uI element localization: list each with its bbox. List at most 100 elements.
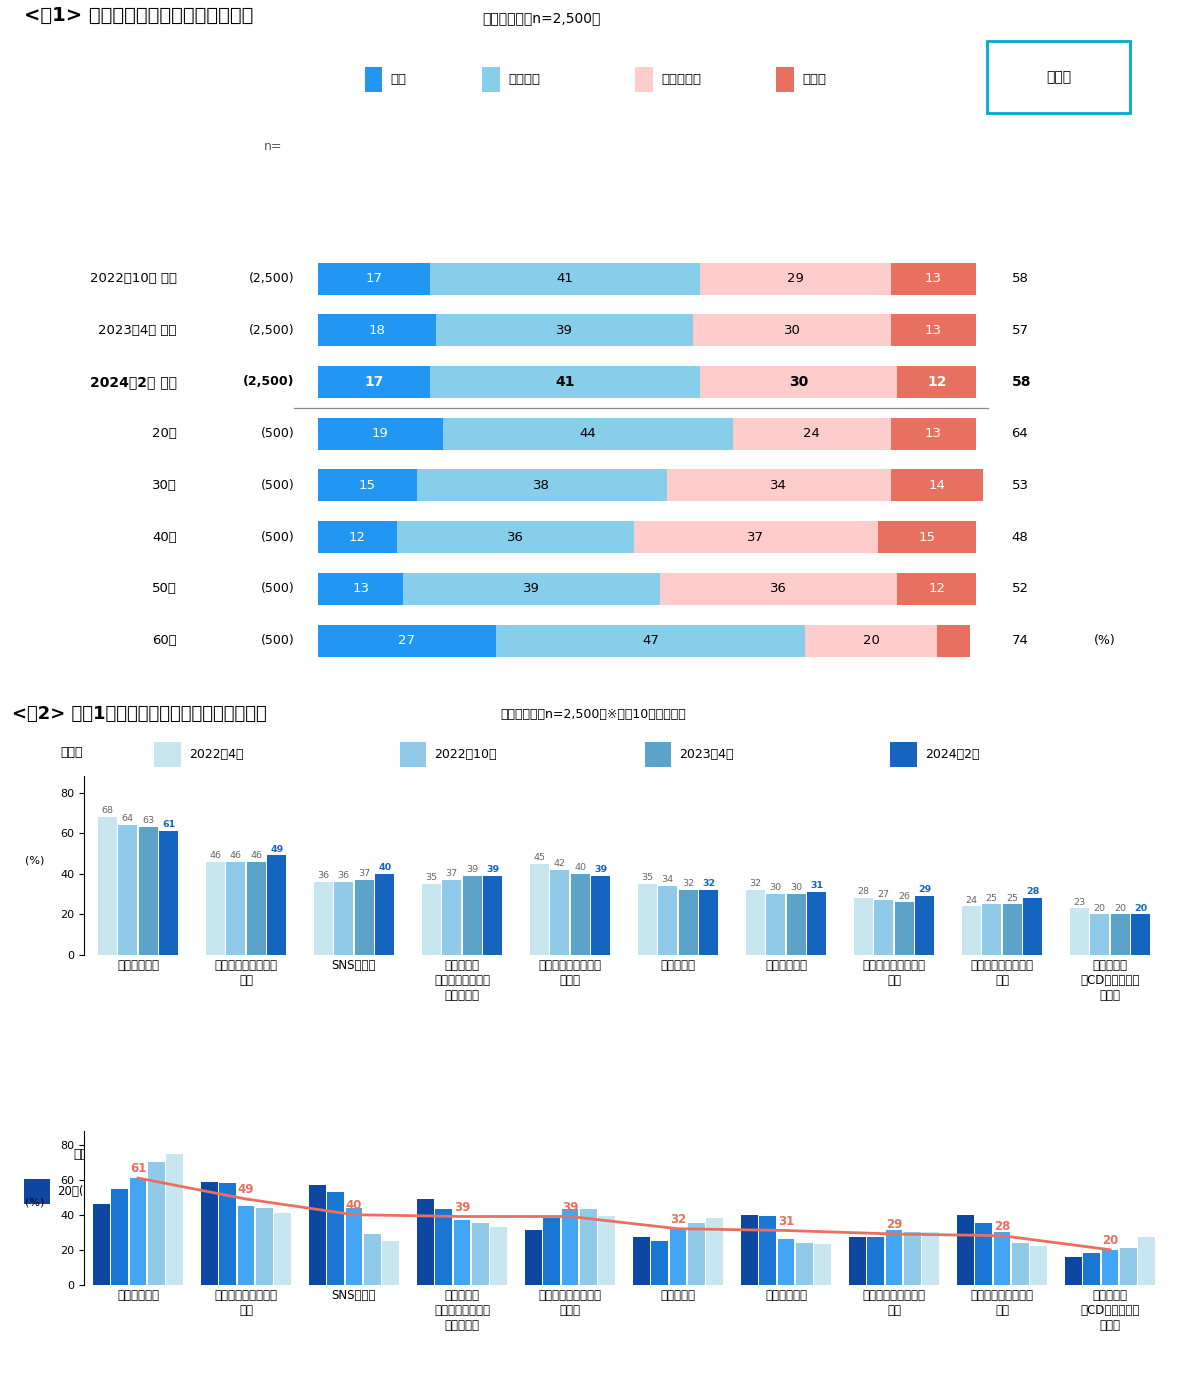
Bar — [581, 1179, 607, 1204]
Text: 13: 13 — [925, 272, 942, 284]
Bar — [1064, 1257, 1081, 1285]
Bar — [890, 262, 977, 294]
Text: 音楽を聴く
（CD、レコード
など）: 音楽を聴く （CD、レコード など） — [1080, 959, 1140, 1002]
Text: 2023年4月 全体: 2023年4月 全体 — [98, 324, 176, 337]
Text: 28: 28 — [994, 1220, 1010, 1232]
Text: 14: 14 — [929, 480, 946, 492]
Bar — [1084, 1253, 1100, 1285]
Bar — [700, 890, 719, 955]
Bar — [247, 861, 265, 955]
Text: 40代: 40代 — [152, 530, 176, 544]
Bar — [895, 903, 913, 955]
Text: 31: 31 — [810, 881, 823, 890]
Bar — [890, 418, 977, 449]
Text: (2,500): (2,500) — [242, 375, 294, 389]
Bar — [318, 573, 403, 605]
Bar — [923, 1232, 940, 1285]
Bar — [707, 1219, 724, 1285]
Text: （複数回答：n=2,500）※上位10項目を抜粋: （複数回答：n=2,500）※上位10項目を抜粋 — [500, 708, 685, 721]
Bar — [383, 1241, 400, 1285]
Text: 61: 61 — [130, 1162, 146, 1175]
Text: 63: 63 — [142, 816, 155, 826]
Text: 60代: 60代 — [152, 633, 176, 647]
Text: 32: 32 — [670, 1213, 686, 1226]
Text: <図1> 普段の生活で自由に使える時間: <図1> 普段の生活で自由に使える時間 — [24, 5, 253, 25]
Bar — [491, 1227, 508, 1285]
Text: 30: 30 — [788, 375, 808, 389]
Bar — [890, 315, 977, 346]
Bar — [956, 1215, 973, 1285]
Text: 39: 39 — [486, 866, 499, 874]
Text: 13: 13 — [925, 324, 942, 337]
Bar — [961, 907, 980, 955]
Text: 61: 61 — [162, 820, 175, 830]
Bar — [318, 521, 397, 554]
Text: 30代(n=500): 30代(n=500) — [242, 1184, 313, 1198]
Bar — [994, 1232, 1010, 1285]
Bar — [395, 1179, 421, 1204]
Bar — [660, 573, 898, 605]
Bar — [1132, 914, 1151, 955]
Text: 39: 39 — [454, 1201, 470, 1213]
Text: 年代別／2024年2月結果: 年代別／2024年2月結果 — [73, 1147, 173, 1161]
Text: ゲームをする: ゲームをする — [766, 1289, 808, 1303]
Bar — [397, 521, 634, 554]
Bar — [808, 892, 827, 955]
Bar — [130, 1178, 146, 1285]
Text: 13: 13 — [352, 583, 370, 595]
Bar — [436, 1209, 452, 1285]
Text: 37: 37 — [358, 870, 371, 878]
Bar — [694, 315, 890, 346]
Text: 29: 29 — [787, 272, 804, 284]
Text: ネットショッピング
をする: ネットショッピング をする — [539, 1289, 601, 1318]
Text: 20代: 20代 — [151, 427, 176, 440]
Bar — [313, 882, 332, 955]
Text: （単一回答：n=2,500）: （単一回答：n=2,500） — [482, 11, 601, 25]
Text: 多い: 多い — [391, 73, 407, 87]
Bar — [210, 1179, 235, 1204]
Text: 全体(n=2,500): 全体(n=2,500) — [985, 1184, 1060, 1198]
Text: 41: 41 — [557, 272, 574, 284]
Text: 46: 46 — [209, 851, 221, 860]
Bar — [484, 875, 503, 955]
Text: (500): (500) — [260, 633, 294, 647]
Text: 13: 13 — [925, 427, 942, 440]
Text: 23: 23 — [1073, 897, 1085, 907]
Text: 30代: 30代 — [151, 480, 176, 492]
Bar — [805, 625, 937, 657]
Text: SNSをする: SNSをする — [331, 959, 377, 971]
Bar — [1031, 1246, 1048, 1285]
Bar — [1069, 908, 1088, 955]
Text: 24: 24 — [803, 427, 820, 440]
Text: 64: 64 — [121, 815, 133, 823]
Text: 32: 32 — [702, 879, 715, 889]
Text: 57: 57 — [1012, 324, 1028, 337]
Bar — [1003, 904, 1021, 955]
Bar — [482, 66, 500, 92]
Text: 動画配信サービスを
観る: 動画配信サービスを 観る — [971, 959, 1033, 987]
Bar — [904, 1232, 920, 1285]
Text: やや少ない: やや少ない — [661, 73, 701, 87]
Text: 音楽を聴く
（ストリーミング
サービス）: 音楽を聴く （ストリーミング サービス） — [434, 1289, 490, 1331]
Bar — [200, 1182, 217, 1285]
Text: 42: 42 — [553, 859, 565, 868]
Bar — [1102, 1250, 1118, 1285]
Text: 読書をする: 読書をする — [660, 1289, 696, 1303]
Bar — [256, 1208, 272, 1285]
Text: SNSをする: SNSをする — [331, 1289, 377, 1303]
Text: ゲームをする: ゲームをする — [766, 959, 808, 971]
Bar — [890, 470, 983, 502]
Text: 20: 20 — [1115, 904, 1127, 912]
Text: 動画共有サービスを
観る: 動画共有サービスを 観る — [215, 1289, 277, 1318]
Text: 12: 12 — [928, 375, 947, 389]
Bar — [421, 883, 440, 955]
Text: (2,500): (2,500) — [248, 272, 294, 284]
Bar — [898, 573, 977, 605]
Bar — [983, 904, 1001, 955]
Text: 29: 29 — [886, 1219, 902, 1231]
Bar — [877, 521, 977, 554]
Text: 19: 19 — [372, 427, 389, 440]
Bar — [599, 1216, 616, 1285]
Bar — [416, 1200, 433, 1285]
Bar — [227, 861, 245, 955]
